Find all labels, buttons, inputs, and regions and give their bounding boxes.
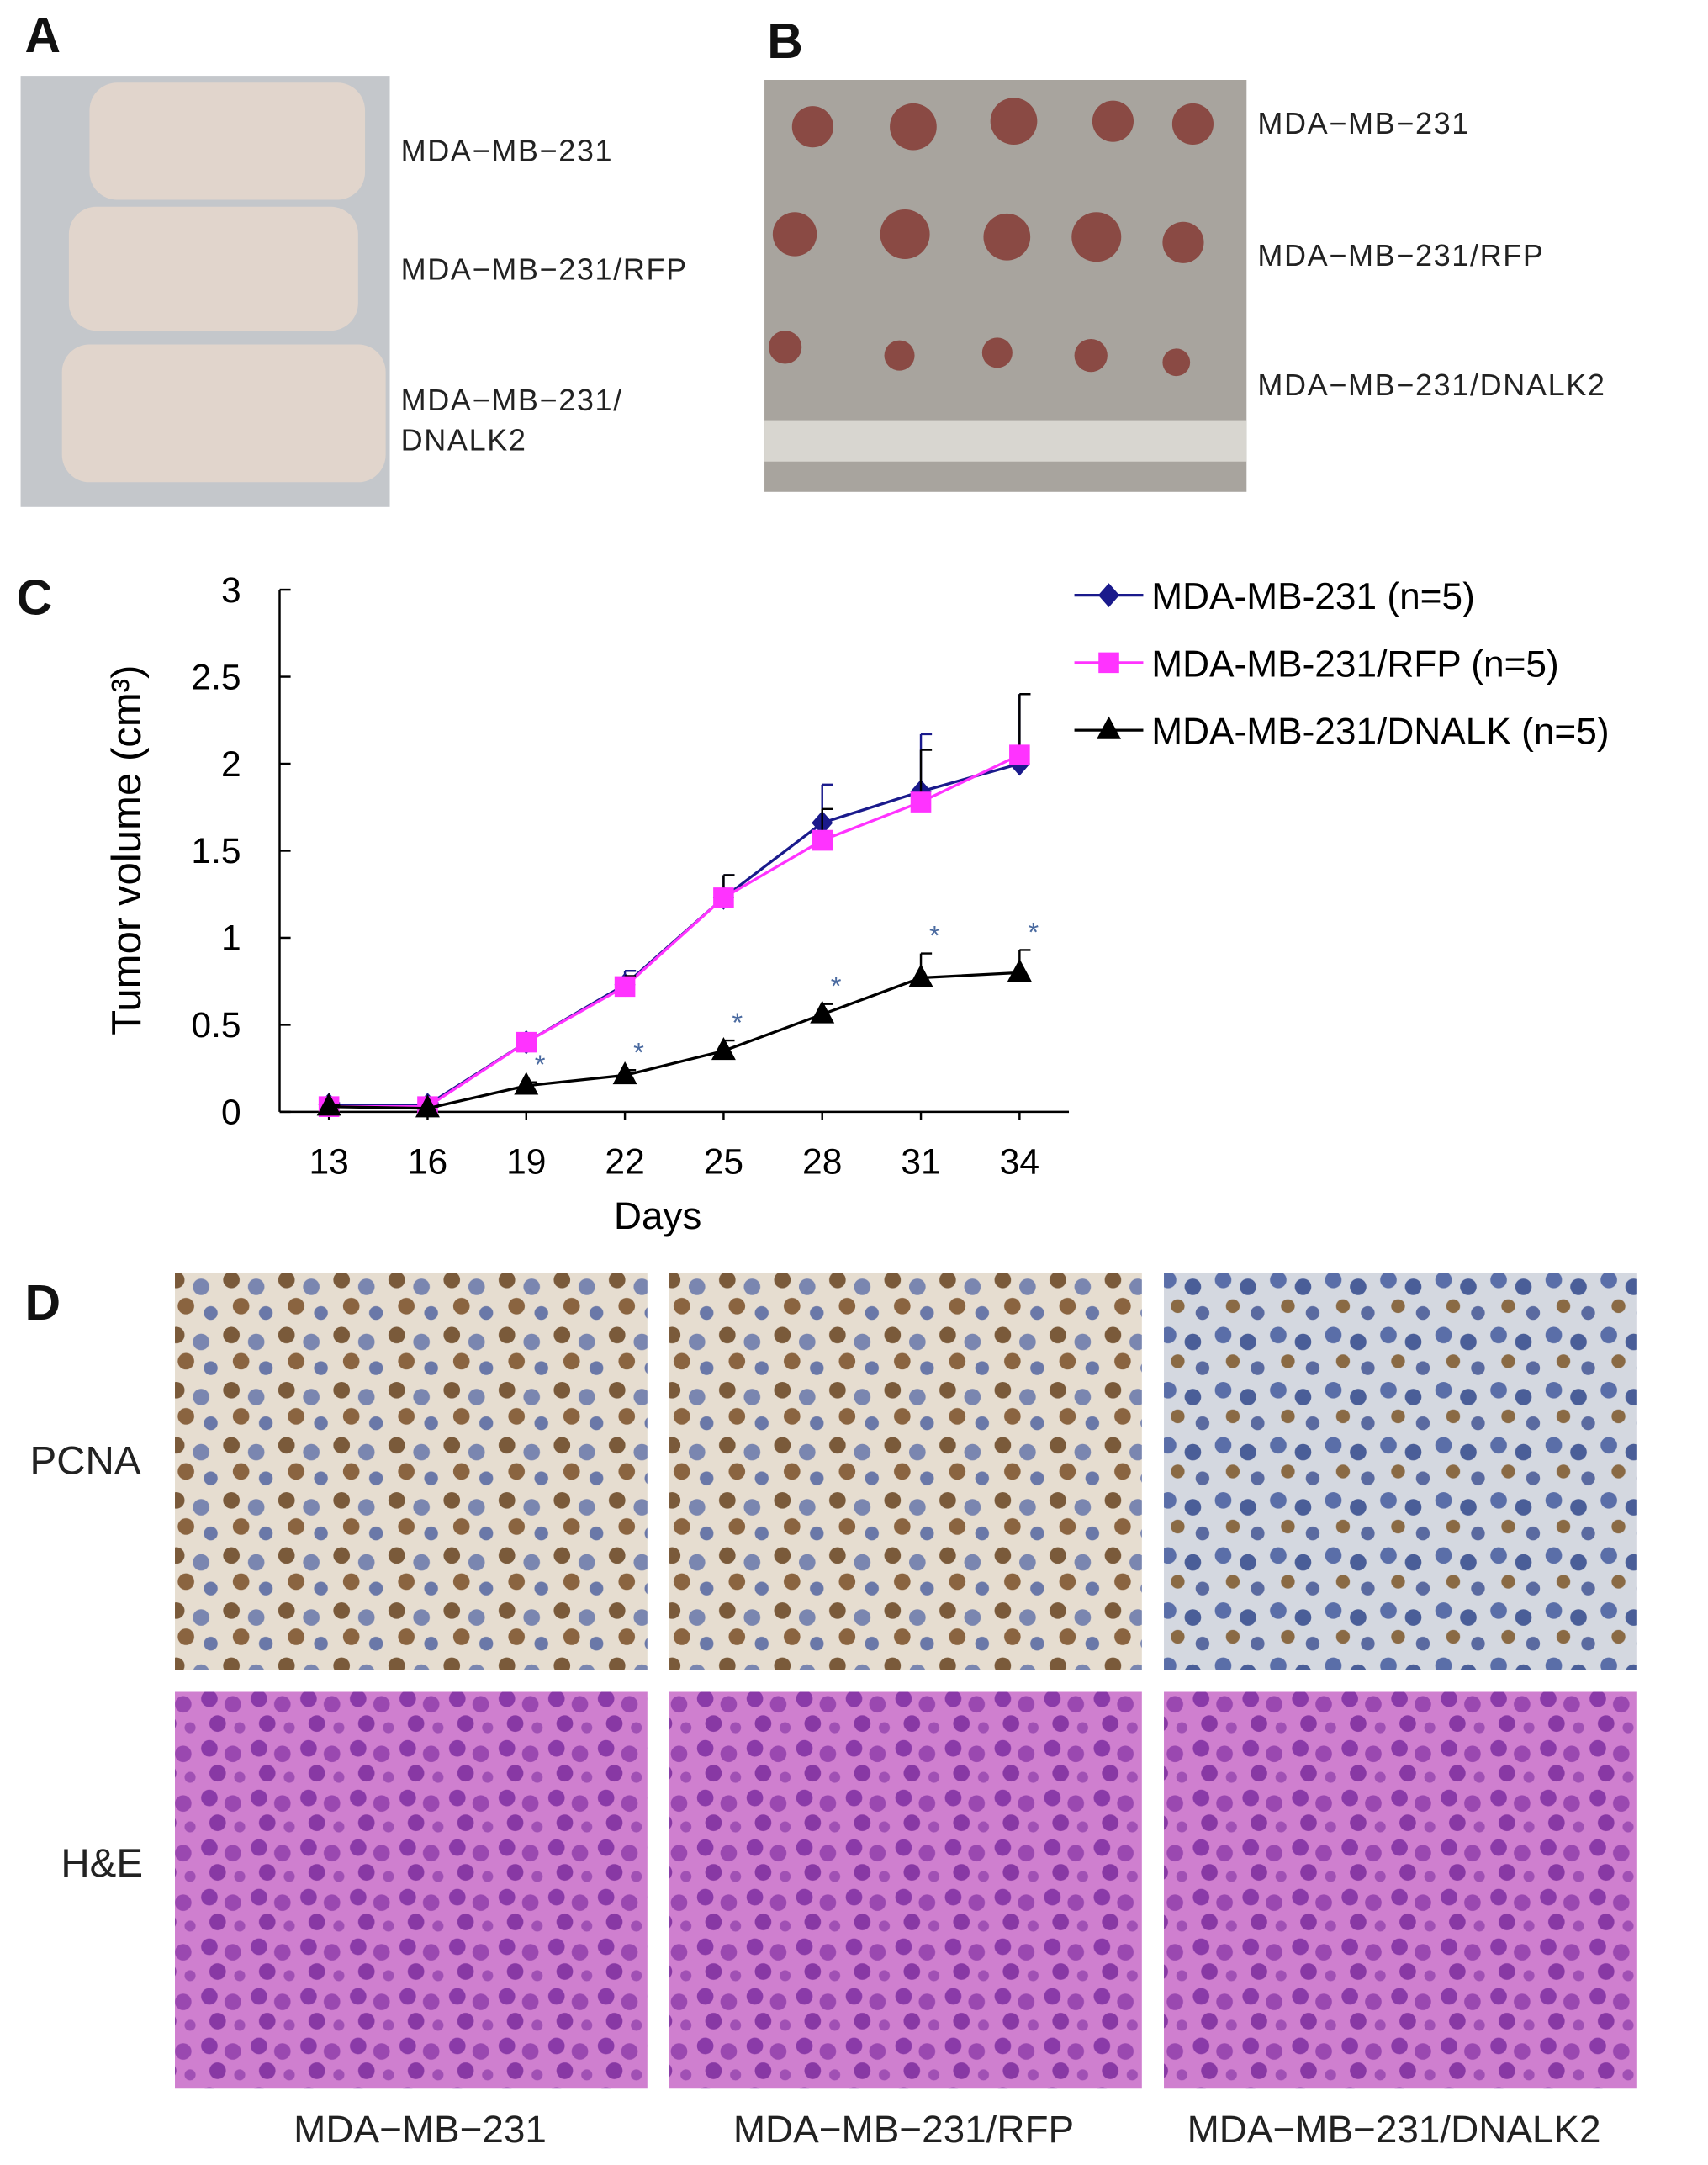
marker — [812, 829, 833, 851]
pcna-image — [1164, 1273, 1637, 1670]
he-image — [175, 1691, 648, 2089]
pcna-image — [669, 1273, 1142, 1670]
group-label: MDA−MB−231/ — [401, 383, 623, 417]
tumors — [768, 98, 1214, 377]
series-line — [329, 762, 1020, 1107]
legend-label: MDA-MB-231/RFP (n=5) — [1151, 643, 1558, 685]
group-label: MDA−MB−231/DNALK2 — [1257, 368, 1605, 402]
marker — [713, 887, 734, 908]
group-label: MDA−MB−231 — [1257, 106, 1470, 140]
legend-label: MDA-MB-231 (n=5) — [1151, 576, 1475, 617]
x-axis-label: Days — [614, 1194, 701, 1237]
group-label: DNALK2 — [401, 423, 527, 458]
marker — [910, 791, 932, 813]
marker — [514, 1072, 539, 1095]
significance-mark: * — [1028, 917, 1039, 948]
x-tick-label: 19 — [506, 1142, 546, 1183]
x-tick-label: 28 — [802, 1142, 842, 1183]
chart: 0 0.5 1 1.5 2 2.5 3 13 16 19 22 25 28 31 34 Days Tumor v… — [104, 570, 1609, 1237]
y-tick-label: 1.5 — [191, 831, 241, 871]
y-tick-label: 0.5 — [191, 1005, 241, 1045]
pcna-image — [175, 1273, 648, 1670]
significance-mark: * — [732, 1007, 743, 1038]
significance-mark: * — [929, 920, 940, 951]
marker — [415, 1094, 440, 1118]
marker — [711, 1036, 736, 1061]
marker — [1098, 652, 1119, 674]
group-label: MDA−MB−231 — [401, 134, 614, 168]
legend-label: MDA-MB-231/DNALK (n=5) — [1151, 712, 1609, 753]
x-tick-label: 31 — [901, 1142, 940, 1183]
y-axis-label: Tumor volume (cm³) — [104, 664, 150, 1035]
marker — [1097, 716, 1121, 739]
column-label: MDA−MB−231/DNALK2 — [1187, 2107, 1601, 2151]
marker — [908, 964, 933, 987]
column-label: MDA−MB−231 — [293, 2107, 547, 2151]
significance-mark: * — [535, 1049, 546, 1080]
group-label: MDA−MB−231/RFP — [401, 252, 688, 287]
x-tick-label: 22 — [605, 1142, 644, 1183]
marker — [612, 1061, 637, 1085]
y-tick-label: 0 — [221, 1093, 241, 1133]
significance-mark: * — [831, 971, 842, 1002]
panel-letter: D — [24, 1276, 61, 1331]
series-line — [329, 754, 1021, 1109]
panel-letter: A — [24, 8, 61, 63]
x-tick-label: 25 — [704, 1142, 743, 1183]
y-tick-label: 1 — [221, 918, 241, 959]
column-label: MDA−MB−231/RFP — [733, 2107, 1074, 2151]
panel-letter: C — [17, 571, 53, 626]
marker — [1007, 958, 1032, 982]
mice — [61, 82, 386, 483]
series-line — [329, 971, 1020, 1110]
marker — [316, 1093, 341, 1116]
row-label: PCNA — [30, 1439, 141, 1484]
x-tick-label: 16 — [408, 1142, 447, 1183]
marker — [614, 976, 636, 998]
marker — [1097, 583, 1120, 607]
marker — [810, 1000, 835, 1024]
x-tick-label: 34 — [1000, 1142, 1039, 1183]
he-image — [1164, 1691, 1637, 2089]
group-label: MDA−MB−231/RFP — [1257, 238, 1544, 273]
panel-letter: B — [767, 14, 803, 69]
marker — [1009, 744, 1030, 765]
ruler — [764, 420, 1247, 462]
he-image — [669, 1691, 1142, 2089]
marker — [516, 1031, 537, 1053]
y-tick-label: 2 — [221, 744, 241, 785]
x-tick-label: 13 — [309, 1142, 348, 1183]
y-tick-label: 2.5 — [191, 657, 241, 697]
row-label: H&E — [61, 1841, 143, 1886]
significance-mark: * — [633, 1036, 644, 1067]
y-tick-label: 3 — [221, 570, 241, 611]
